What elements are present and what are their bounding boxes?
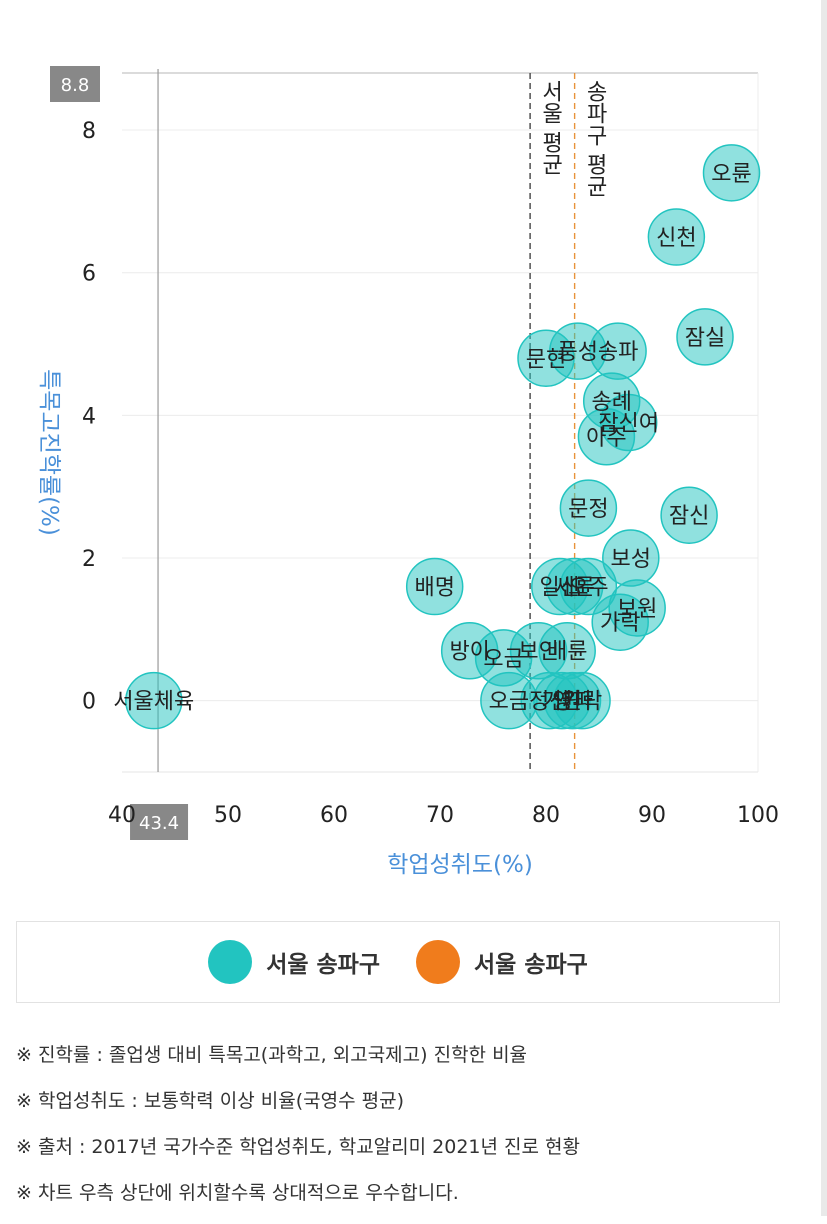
- data-point-label: 보원: [617, 597, 657, 622]
- x-tick-label: 40: [108, 803, 136, 828]
- legend-swatch: [208, 940, 253, 984]
- crosshair-x-box: [130, 804, 189, 840]
- data-point: [676, 308, 734, 366]
- scroll-edge: [821, 0, 827, 1216]
- data-point-label: 오주: [568, 576, 608, 601]
- legend-label: 서울 송파구: [474, 952, 588, 978]
- data-point-label: 잠실: [685, 326, 725, 351]
- note-definition-achievement: ※ 학업성취도 : 보통학력 이상 비율(국영수 평균): [16, 1090, 405, 1112]
- data-point-label: 거원: [542, 690, 582, 715]
- crosshair: 8.8 43.4: [50, 66, 189, 840]
- axis-layer: 0 2 4 6 8 40 50 60 70 80 90 100 학업성취도(%) 특목고진학률(%): [36, 119, 779, 878]
- grid-layer: [122, 72, 759, 773]
- legend-label: 서울 송파구: [266, 952, 380, 978]
- data-points: [125, 144, 761, 730]
- note-definition-rate: ※ 진학률 : 졸업생 대비 특목고(과학고, 외고국제고) 진학한 비율: [16, 1044, 528, 1066]
- legend-swatch: [416, 940, 460, 984]
- x-tick-label: 100: [737, 803, 779, 828]
- data-point: [553, 671, 611, 730]
- x-tick-label: 90: [638, 803, 666, 828]
- data-point: [125, 671, 183, 730]
- x-tick-label: 70: [426, 803, 454, 828]
- x-tick-label: 60: [320, 803, 348, 828]
- data-point-label: 보인: [518, 640, 558, 665]
- data-point-label: 문정: [568, 497, 608, 522]
- data-point-label: 송례: [591, 390, 631, 415]
- data-point-label: 서울체육: [113, 690, 194, 715]
- data-point: [660, 486, 718, 544]
- legend-item[interactable]: 서울 송파구: [416, 940, 588, 984]
- crosshair-y-box: [50, 66, 100, 102]
- data-point: [608, 579, 666, 637]
- data-point-label: 배륜: [547, 640, 587, 665]
- data-point-label: 정신: [529, 690, 569, 715]
- data-point-label: 잠신여: [598, 412, 659, 437]
- data-point-label: 가락: [562, 690, 602, 715]
- data-point-label: 아주: [586, 426, 626, 451]
- x-axis-title: 학업성취도(%): [387, 852, 533, 878]
- chart-notes: ※ 진학률 : 졸업생 대비 특목고(과학고, 외고국제고) 진학한 비율 ※ …: [16, 1040, 796, 1224]
- data-point-label: 영파: [552, 690, 592, 715]
- y-tick-label: 8: [82, 119, 96, 144]
- y-tick-label: 2: [82, 547, 96, 572]
- data-point-label: 세륜: [554, 576, 594, 601]
- data-point-label: 보성: [611, 547, 651, 572]
- average-line-label: 서울 평균: [538, 80, 563, 175]
- data-point-label: 배명: [414, 576, 454, 601]
- data-point-label: 신천: [656, 226, 696, 251]
- y-tick-label: 4: [82, 404, 96, 429]
- average-line-label: 송파구 평균: [582, 80, 607, 197]
- data-point-label: 가락: [600, 611, 640, 636]
- data-point: [577, 408, 636, 466]
- data-point-label: 풍성: [558, 340, 598, 365]
- data-point: [559, 479, 618, 537]
- crosshair-y-value: 8.8: [61, 75, 90, 96]
- data-point-label: 오금: [483, 647, 523, 672]
- x-tick-label: 50: [214, 803, 242, 828]
- y-tick-label: 0: [82, 690, 96, 715]
- data-point-label: 방이: [449, 640, 489, 665]
- data-point: [647, 208, 706, 266]
- y-axis-title: 특목고진학률(%): [36, 369, 62, 536]
- data-point-label: 송파: [598, 340, 638, 365]
- data-point-label: 오륜: [711, 162, 751, 187]
- data-point: [405, 557, 464, 616]
- data-point-label: 잠신: [669, 504, 709, 529]
- x-tick-label: 80: [532, 803, 560, 828]
- data-point-label: 오금: [489, 690, 529, 715]
- data-point-label: 일신: [540, 576, 580, 601]
- y-tick-label: 6: [82, 262, 96, 287]
- data-point: [702, 144, 761, 202]
- data-point-label: 문현: [526, 347, 566, 372]
- note-interpretation: ※ 차트 우측 상단에 위치할수록 상대적으로 우수합니다.: [16, 1182, 459, 1204]
- legend: 서울 송파구 서울 송파구: [16, 921, 780, 1003]
- note-source: ※ 출처 : 2017년 국가수준 학업성취도, 학교알리미 2021년 진로 …: [16, 1136, 580, 1158]
- crosshair-x-value: 43.4: [139, 813, 179, 834]
- legend-item[interactable]: 서울 송파구: [208, 940, 380, 984]
